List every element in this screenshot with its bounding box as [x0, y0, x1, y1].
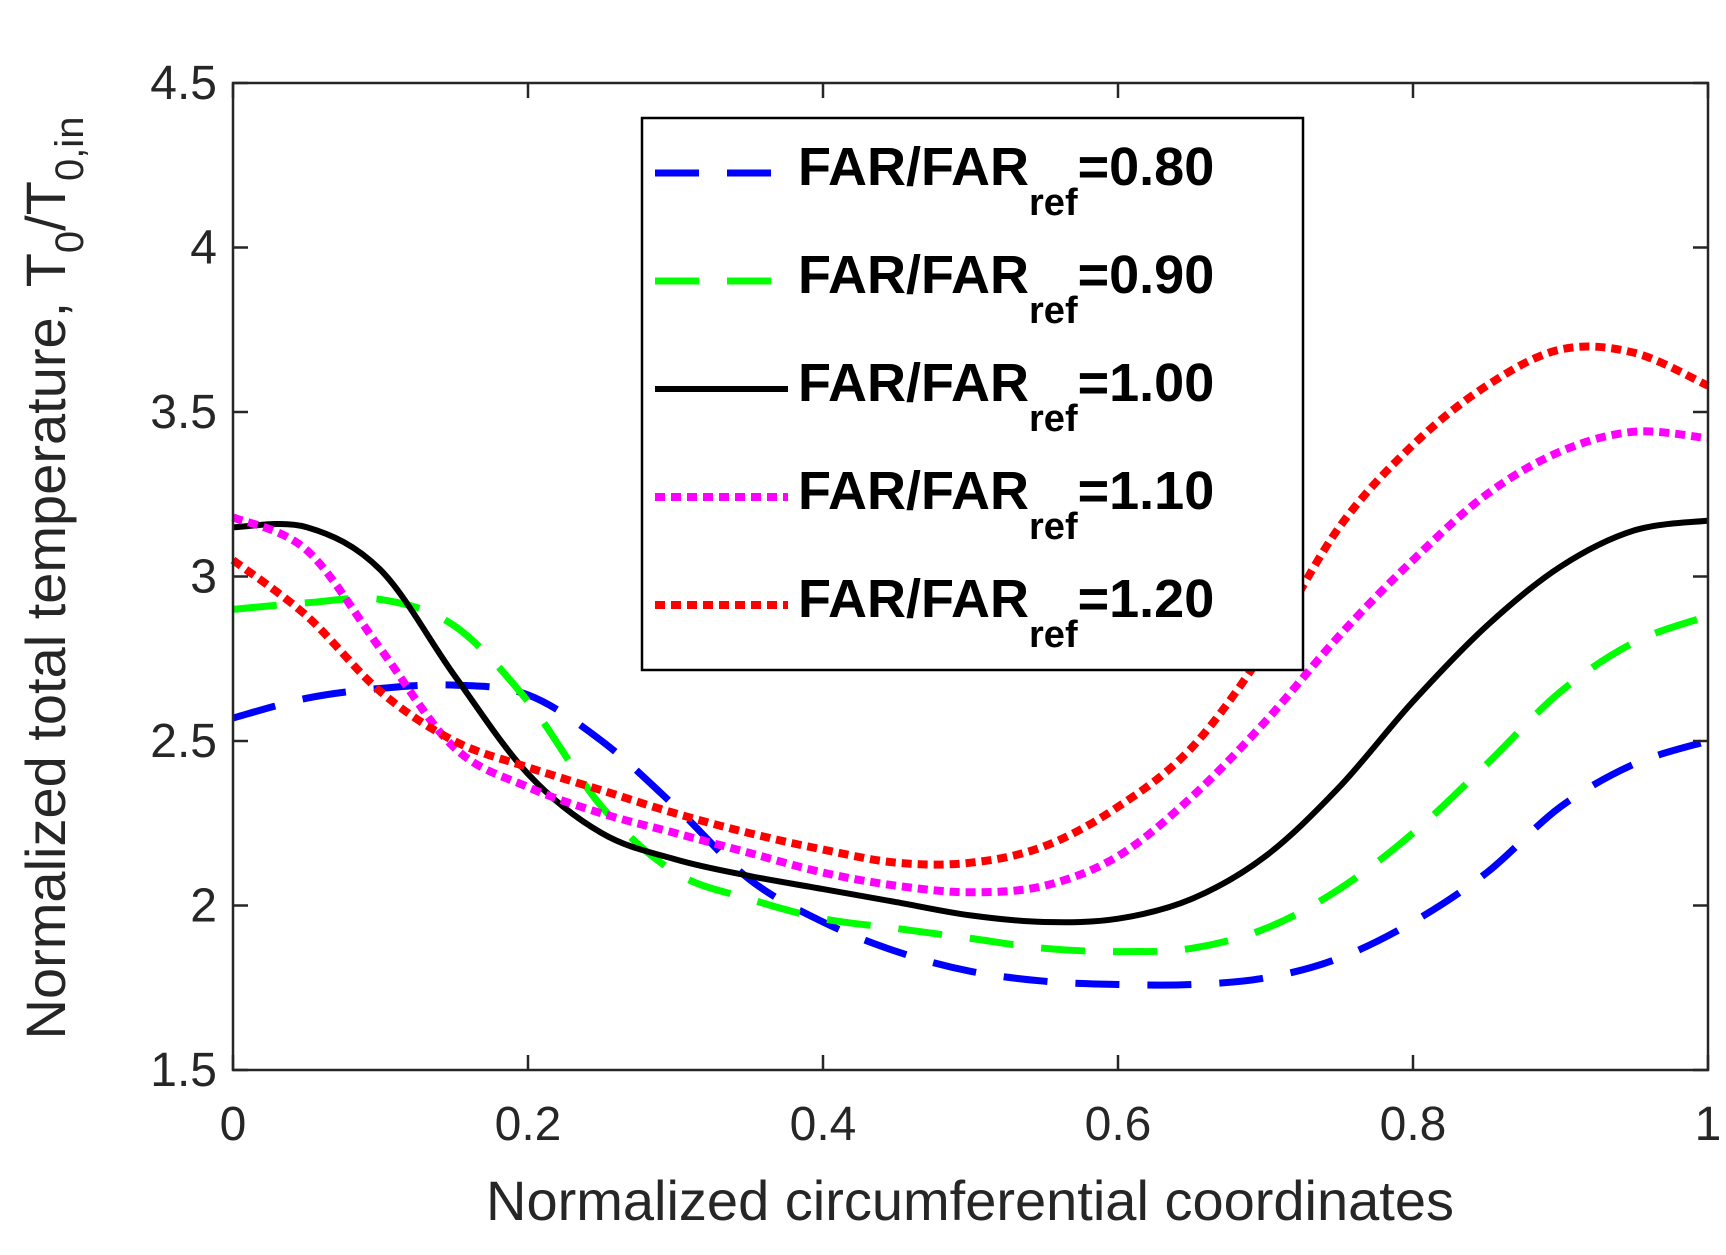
y-axis-label-sub1: 0 — [48, 231, 92, 253]
series-line-0-90 — [232, 594, 1710, 956]
y-axis-label-mid: /T — [14, 181, 77, 231]
legend-box — [640, 116, 1305, 672]
series-line-1-20 — [230, 342, 1710, 869]
legend-label-value: =1.00 — [1078, 353, 1215, 413]
y-tick-label: 4.5 — [150, 57, 217, 110]
x-axis-label: Normalized circumferential coordinates — [486, 1169, 1454, 1232]
y-tick-label: 3.5 — [150, 386, 217, 439]
legend-label: FAR/FARref=1.20 — [798, 569, 1214, 656]
legend-label-value: =1.10 — [1078, 461, 1215, 521]
legend: FAR/FARref=0.80FAR/FARref=0.90FAR/FARref… — [640, 116, 1305, 672]
legend-label-sub: ref — [1029, 506, 1078, 548]
legend-entries: FAR/FARref=0.80FAR/FARref=0.90FAR/FARref… — [655, 137, 1214, 656]
legend-label-main: FAR/FAR — [798, 461, 1029, 521]
legend-label-sub: ref — [1029, 614, 1078, 656]
y-axis-label-sub2: 0,in — [48, 117, 92, 182]
y-tick-label: 2.5 — [150, 715, 217, 768]
legend-label-main: FAR/FAR — [798, 569, 1029, 629]
x-tick-label: 0.6 — [1085, 1098, 1152, 1151]
legend-label: FAR/FARref=0.80 — [798, 137, 1214, 224]
x-tick-label: 0 — [220, 1098, 247, 1151]
legend-label-sub: ref — [1029, 182, 1078, 224]
y-axis-label: Normalized total temperature, T0/T0,in — [14, 117, 92, 1040]
series-line-1-00 — [232, 517, 1709, 926]
legend-label-main: FAR/FAR — [798, 353, 1029, 413]
y-tick-label: 2 — [190, 880, 217, 933]
x-tick-label: 0.8 — [1380, 1098, 1447, 1151]
y-tick-label: 1.5 — [150, 1044, 217, 1097]
y-tick-label: 3 — [190, 551, 217, 604]
x-tick-label: 0.4 — [790, 1098, 857, 1151]
legend-label-value: =1.20 — [1078, 569, 1215, 629]
x-tick-label: 0.2 — [495, 1098, 562, 1151]
series-line-1-10 — [231, 427, 1709, 897]
legend-label-main: FAR/FAR — [798, 245, 1029, 305]
legend-label-sub: ref — [1029, 290, 1078, 332]
series-line-0-80 — [232, 681, 1710, 989]
y-axis-label-main: Normalized total temperature, T — [14, 253, 77, 1039]
legend-label-value: =0.80 — [1078, 137, 1215, 197]
legend-label-main: FAR/FAR — [798, 137, 1029, 197]
series-layer — [230, 342, 1710, 989]
legend-label: FAR/FARref=0.90 — [798, 245, 1214, 332]
legend-label: FAR/FARref=1.10 — [798, 461, 1214, 548]
legend-label: FAR/FARref=1.00 — [798, 353, 1214, 440]
legend-label-value: =0.90 — [1078, 245, 1215, 305]
tick-layer: 0 0.2 0.4 0.6 0.8 1 1.5 2 2.5 3 3.5 4 4.5 — [150, 57, 1721, 1151]
legend-label-sub: ref — [1029, 398, 1078, 440]
y-tick-label: 4 — [190, 222, 217, 275]
x-tick-label: 1 — [1695, 1098, 1722, 1151]
